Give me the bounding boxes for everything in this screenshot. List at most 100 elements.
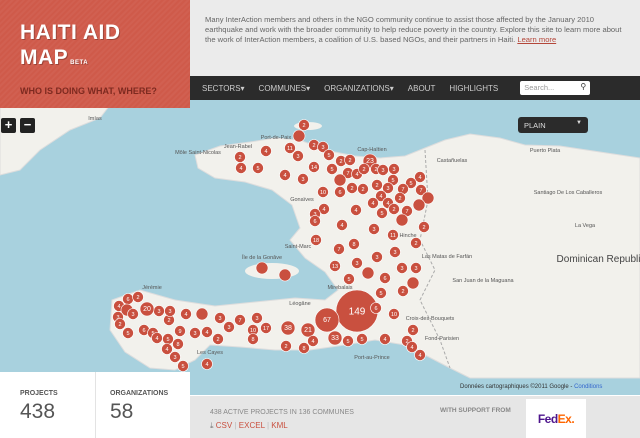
marker-circle[interactable] <box>195 307 209 321</box>
project-cluster-marker[interactable]: 3 <box>292 150 304 162</box>
marker-circle[interactable] <box>284 142 296 154</box>
nav-organizations[interactable]: ORGANIZATIONS▾ <box>324 83 394 93</box>
project-cluster-marker[interactable] <box>278 268 292 282</box>
marker-circle[interactable] <box>252 162 264 174</box>
marker-circle[interactable] <box>169 351 181 363</box>
marker-circle[interactable] <box>389 246 401 258</box>
project-cluster-marker[interactable]: 2 <box>280 340 292 352</box>
marker-circle[interactable] <box>407 324 419 336</box>
marker-circle[interactable] <box>235 162 247 174</box>
marker-circle[interactable] <box>300 322 316 338</box>
marker-circle[interactable] <box>410 237 422 249</box>
project-cluster-marker[interactable]: 4 <box>235 162 247 174</box>
project-cluster-marker[interactable]: 6 <box>122 293 134 305</box>
csv-link[interactable]: CSV <box>215 421 233 430</box>
nav-sectors[interactable]: SECTORS▾ <box>202 83 245 93</box>
project-cluster-marker[interactable]: 8 <box>348 238 360 250</box>
marker-circle[interactable] <box>414 349 426 361</box>
project-cluster-marker[interactable] <box>412 198 426 212</box>
marker-circle[interactable] <box>180 308 192 320</box>
project-cluster-marker[interactable]: 5 <box>356 333 368 345</box>
conditions-link[interactable]: Conditions <box>574 384 603 390</box>
project-cluster-marker[interactable]: 3 <box>214 312 226 324</box>
project-cluster-marker[interactable]: 3 <box>377 164 389 176</box>
project-cluster-marker[interactable]: 4 <box>201 358 213 370</box>
project-cluster-marker[interactable]: 4 <box>318 203 330 215</box>
project-cluster-marker[interactable]: 2 <box>418 221 430 233</box>
project-cluster-marker[interactable]: 3 <box>351 257 363 269</box>
marker-circle[interactable] <box>201 326 213 338</box>
project-cluster-marker[interactable]: 2 <box>308 139 320 151</box>
marker-circle[interactable] <box>234 314 246 326</box>
project-cluster-marker[interactable]: 2 <box>344 154 356 166</box>
project-cluster-marker[interactable]: 9 <box>174 325 186 337</box>
project-cluster-marker[interactable]: 4 <box>367 197 379 209</box>
learn-more-link[interactable]: Learn more <box>517 35 557 44</box>
project-cluster-marker[interactable]: 5 <box>252 162 264 174</box>
nav-highlights[interactable]: HIGHLIGHTS <box>449 83 499 93</box>
project-cluster-marker[interactable]: 2 <box>298 119 310 131</box>
marker-circle[interactable] <box>395 213 409 227</box>
search-icon[interactable]: ⚲ <box>580 82 587 91</box>
project-cluster-marker[interactable]: 2 <box>212 333 224 345</box>
project-cluster-marker[interactable]: 2 <box>410 237 422 249</box>
project-cluster-marker[interactable]: 67 <box>314 307 340 333</box>
marker-circle[interactable] <box>307 335 319 347</box>
marker-circle[interactable] <box>358 163 370 175</box>
marker-circle[interactable] <box>351 257 363 269</box>
project-cluster-marker[interactable]: 3 <box>410 262 422 274</box>
project-cluster-marker[interactable]: 4 <box>350 204 362 216</box>
marker-circle[interactable] <box>418 221 430 233</box>
marker-circle[interactable] <box>388 308 400 320</box>
marker-circle[interactable] <box>189 327 201 339</box>
project-cluster-marker[interactable]: 2 <box>388 203 400 215</box>
marker-circle[interactable] <box>309 215 321 227</box>
site-title[interactable]: HAITI AID MAP BETA <box>20 21 121 69</box>
project-cluster-marker[interactable]: 3 <box>389 246 401 258</box>
search-input[interactable]: Search... ⚲ <box>520 81 591 95</box>
marker-circle[interactable] <box>298 119 310 131</box>
marker-circle[interactable] <box>279 169 291 181</box>
marker-circle[interactable] <box>350 204 362 216</box>
project-cluster-marker[interactable]: 10 <box>317 186 329 198</box>
marker-circle[interactable] <box>421 191 435 205</box>
project-cluster-marker[interactable]: 3 <box>153 305 165 317</box>
marker-circle[interactable] <box>139 301 155 317</box>
project-cluster-marker[interactable]: 5 <box>376 207 388 219</box>
project-cluster-marker[interactable]: 4 <box>375 190 387 202</box>
project-cluster-marker[interactable]: 3 <box>317 141 329 153</box>
project-cluster-marker[interactable]: 4 <box>336 219 348 231</box>
marker-circle[interactable] <box>327 330 343 346</box>
marker-circle[interactable] <box>406 341 418 353</box>
marker-circle[interactable] <box>323 149 335 161</box>
project-cluster-marker[interactable]: 2 <box>407 324 419 336</box>
marker-circle[interactable] <box>127 308 139 320</box>
project-cluster-marker[interactable]: 10 <box>388 308 400 320</box>
project-cluster-marker[interactable] <box>421 191 435 205</box>
marker-circle[interactable] <box>361 266 375 280</box>
project-cluster-marker[interactable]: 6 <box>334 186 346 198</box>
marker-circle[interactable] <box>255 261 269 275</box>
marker-circle[interactable] <box>260 322 272 334</box>
marker-circle[interactable] <box>405 177 417 189</box>
project-cluster-marker[interactable]: 7 <box>415 184 427 196</box>
marker-circle[interactable] <box>397 285 409 297</box>
marker-circle[interactable] <box>174 325 186 337</box>
project-cluster-marker[interactable]: 7 <box>234 314 246 326</box>
project-cluster-marker[interactable]: 3 <box>127 308 139 320</box>
marker-circle[interactable] <box>376 207 388 219</box>
marker-circle[interactable] <box>308 161 320 173</box>
project-cluster-marker[interactable]: 8 <box>247 333 259 345</box>
marker-circle[interactable] <box>342 335 354 347</box>
project-cluster-marker[interactable]: 21 <box>300 322 316 338</box>
project-cluster-marker[interactable]: 3 <box>189 327 201 339</box>
project-cluster-marker[interactable]: 38 <box>280 320 296 336</box>
project-cluster-marker[interactable]: 5 <box>375 287 387 299</box>
project-cluster-marker[interactable]: 11 <box>284 142 296 154</box>
project-cluster-marker[interactable]: 2 <box>357 183 369 195</box>
project-cluster-marker[interactable]: 4 <box>260 145 272 157</box>
marker-circle[interactable] <box>382 182 394 194</box>
project-cluster-marker[interactable]: 6 <box>309 215 321 227</box>
marker-circle[interactable] <box>370 302 382 314</box>
marker-circle[interactable] <box>214 312 226 324</box>
